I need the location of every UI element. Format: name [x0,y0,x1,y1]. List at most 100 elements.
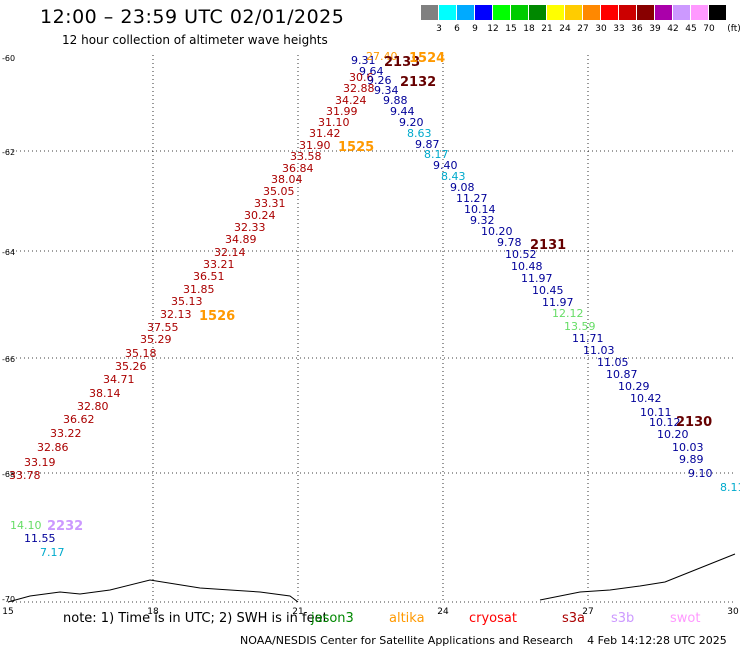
wave-height-value: 9.40 [433,159,458,172]
wave-height-value: 10.48 [511,260,543,273]
legend-swatch [637,5,654,20]
pass-number-label: 2132 [400,75,436,90]
y-tick-label: -66 [2,355,15,364]
wave-height-value: 32.13 [160,308,192,321]
credit-text: NOAA/NESDIS Center for Satellite Applica… [240,634,574,647]
wave-height-value: 10.45 [532,284,564,297]
wave-height-value: 7.17 [40,546,65,559]
wave-height-value: 10.29 [618,380,650,393]
satellite-label-cryosat: cryosat [469,611,517,626]
x-tick-label: 21 [292,607,303,617]
wave-height-value: 37.55 [147,321,179,334]
legend-swatch [619,5,636,20]
note-text: note: 1) Time is in UTC; 2) SWH is in fe… [63,611,328,626]
wave-height-value: 34.71 [103,373,135,386]
wave-height-value: 10.14 [464,203,496,216]
legend-swatch [655,5,672,20]
wave-height-value: 9.44 [390,105,415,118]
timestamp-text: 4 Feb 14:12:28 UTC 2025 [587,634,727,647]
wave-height-value: 35.13 [171,295,203,308]
x-tick-label: 30 [727,607,739,617]
wave-height-value: 8.63 [407,127,432,140]
legend-tick-label: 12 [487,24,499,34]
wave-height-value: 9.87 [415,138,440,151]
wave-height-value: 8.43 [441,170,466,183]
y-tick-label: -62 [2,148,15,157]
wave-height-value: 13.59 [564,320,596,333]
wave-height-value: 10.11 [640,406,672,419]
satellite-label-jason3: jason3 [311,611,354,626]
wave-height-value: 31.90 [299,139,331,152]
wave-height-value: 10.42 [630,392,662,405]
legend-swatch [439,5,456,20]
pass-number-label: 2131 [530,238,566,253]
wave-height-value: 9.26 [367,74,392,87]
wave-height-value: 10.87 [606,368,638,381]
wave-height-value: 35.26 [115,360,147,373]
pass-number-label: 2133 [384,55,420,70]
wave-height-value: 8.11 [720,481,740,494]
axis-ticks: -60 -62 -64 -66 -68 -70 15 18 21 24 27 30 [2,54,739,617]
coastline-west [7,579,299,603]
legend-tick-label: 21 [541,24,553,34]
wave-height-value: 33.78 [9,469,41,482]
wave-height-value: 9.32 [470,214,495,227]
legend-swatch [565,5,582,20]
wave-height-value: 35.05 [263,185,295,198]
coastline-east [539,553,736,601]
pass-number-label: 1525 [338,140,374,155]
wave-height-value: 32.86 [37,441,69,454]
legend-swatch [421,5,438,20]
wave-height-value: 34.89 [225,233,257,246]
wave-height-value: 11.97 [542,296,574,309]
legend-tick-label: 27 [577,24,589,34]
legend-swatch [475,5,492,20]
pass-number-label: 1524 [409,51,445,66]
wave-height-value: 9.31 [351,54,376,67]
wave-height-value: 33.21 [203,258,235,271]
legend-tick-label: 33 [613,24,625,34]
wave-height-value: 35.18 [125,347,157,360]
legend-tick-label: 45 [685,24,697,34]
legend-tick-label: 36 [631,24,643,34]
pass-number-label: 2232 [47,519,83,534]
legend-tick-label: 15 [505,24,517,34]
x-tick-label: 15 [2,607,13,617]
wave-height-value: 36.62 [63,413,95,426]
x-tick-label: 24 [437,607,449,617]
wave-height-value: 9.34 [374,84,399,97]
satellite-label-s3b: s3b [611,611,635,626]
wave-height-value: 11.55 [24,532,56,545]
wave-height-value: 11.05 [597,356,629,369]
legend-tick-label: 18 [523,24,535,34]
wave-height-value: 11.71 [572,332,604,345]
wave-height-value: 10.20 [657,428,689,441]
wave-height-value: 32.88 [343,82,375,95]
satellite-label-s3a: s3a [562,611,586,626]
legend-tick-label: 3 [436,24,442,34]
wave-height-value: 9.10 [688,467,713,480]
wave-height-value: 31.85 [183,283,215,296]
wave-height-value: 10.03 [672,441,704,454]
wave-height-value: 31.99 [326,105,358,118]
legend-swatch [709,5,726,20]
legend-swatch [547,5,564,20]
wave-height-value: 10.12 [649,416,681,429]
wave-height-value: 38.14 [89,387,121,400]
wave-height-value: 9.20 [399,116,424,129]
wave-height-value: 11.27 [456,192,488,205]
legend-unit: (ft) [727,24,740,34]
wave-height-value: 33.31 [254,197,286,210]
y-tick-label: -70 [2,595,15,604]
x-tick-label: 18 [147,607,159,617]
wave-height-value: 31.42 [309,127,341,140]
wave-height-value: 38.04 [271,173,303,186]
legend-tick-label: 39 [649,24,661,34]
legend-swatch [673,5,690,20]
legend-swatch [511,5,528,20]
wave-height-value: 36.84 [282,162,314,175]
wave-height-value: 12.12 [552,307,584,320]
wave-height-value: 11.97 [521,272,553,285]
